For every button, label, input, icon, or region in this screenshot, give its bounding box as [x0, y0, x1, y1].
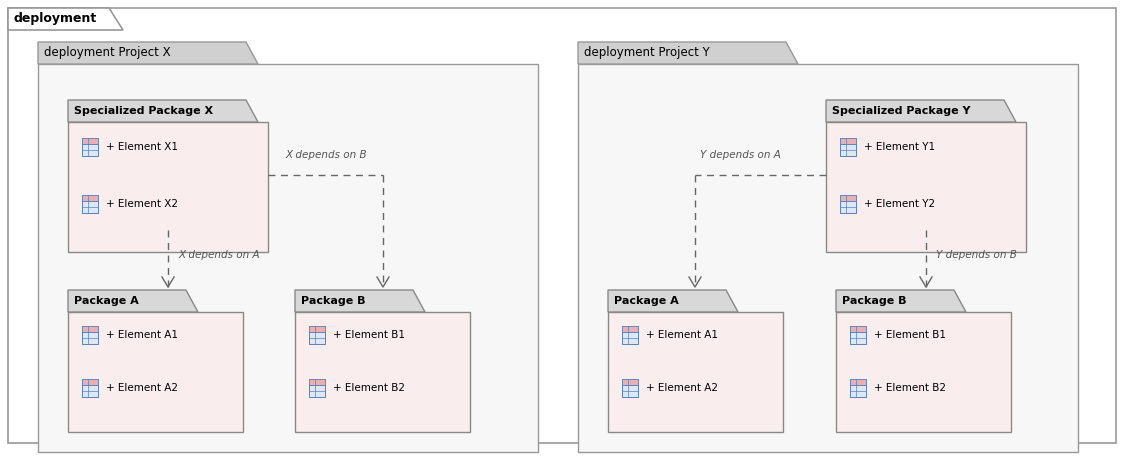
Bar: [840, 138, 857, 156]
Text: deployment Project X: deployment Project X: [44, 47, 170, 59]
Text: Package B: Package B: [842, 296, 906, 306]
Bar: [309, 326, 325, 344]
Text: Specialized Package X: Specialized Package X: [74, 106, 213, 116]
Bar: [309, 378, 325, 396]
Text: + Element B2: + Element B2: [332, 383, 405, 393]
Text: deployment Project Y: deployment Project Y: [584, 47, 710, 59]
Bar: [295, 312, 470, 432]
Text: + Element Y1: + Element Y1: [864, 142, 935, 153]
Text: + Element B2: + Element B2: [875, 383, 946, 393]
Polygon shape: [8, 8, 123, 30]
Polygon shape: [836, 290, 966, 312]
Text: Package B: Package B: [301, 296, 365, 306]
Bar: [578, 64, 1079, 452]
Bar: [826, 122, 1026, 252]
Text: + Element X1: + Element X1: [106, 142, 178, 153]
Text: + Element A2: + Element A2: [106, 383, 178, 393]
Polygon shape: [38, 42, 258, 64]
Bar: [68, 122, 268, 252]
Bar: [38, 64, 538, 452]
Polygon shape: [295, 290, 425, 312]
Bar: [82, 326, 98, 332]
Bar: [622, 326, 638, 332]
Text: X depends on B: X depends on B: [285, 150, 366, 160]
Text: Y depends on A: Y depends on A: [700, 150, 781, 160]
Bar: [82, 138, 98, 144]
Bar: [82, 195, 98, 201]
Bar: [82, 326, 98, 344]
Polygon shape: [68, 100, 258, 122]
Text: Y depends on B: Y depends on B: [937, 250, 1017, 260]
Text: Package A: Package A: [614, 296, 678, 306]
Bar: [850, 378, 866, 396]
Polygon shape: [607, 290, 738, 312]
Bar: [607, 312, 783, 432]
Text: Package A: Package A: [74, 296, 139, 306]
Text: + Element Y2: + Element Y2: [864, 199, 935, 209]
Bar: [82, 195, 98, 213]
Bar: [622, 326, 638, 344]
Bar: [840, 195, 857, 201]
Bar: [840, 195, 857, 213]
Bar: [850, 378, 866, 384]
Bar: [622, 378, 638, 384]
Polygon shape: [578, 42, 798, 64]
Text: + Element B1: + Element B1: [875, 331, 946, 341]
Bar: [840, 138, 857, 144]
Text: deployment: deployment: [14, 12, 97, 25]
Polygon shape: [68, 290, 198, 312]
Text: + Element X2: + Element X2: [106, 199, 178, 209]
Bar: [622, 378, 638, 396]
Bar: [68, 312, 243, 432]
Text: + Element B1: + Element B1: [332, 331, 405, 341]
Bar: [82, 138, 98, 156]
Text: + Element A1: + Element A1: [106, 331, 178, 341]
Bar: [850, 326, 866, 332]
Polygon shape: [826, 100, 1017, 122]
Bar: [309, 378, 325, 384]
Text: + Element A2: + Element A2: [646, 383, 718, 393]
Text: X depends on A: X depends on A: [178, 250, 259, 260]
Text: + Element A1: + Element A1: [646, 331, 718, 341]
Bar: [850, 326, 866, 344]
Text: Specialized Package Y: Specialized Package Y: [832, 106, 970, 116]
Bar: [82, 378, 98, 384]
Bar: [82, 378, 98, 396]
Bar: [836, 312, 1011, 432]
Bar: [309, 326, 325, 332]
